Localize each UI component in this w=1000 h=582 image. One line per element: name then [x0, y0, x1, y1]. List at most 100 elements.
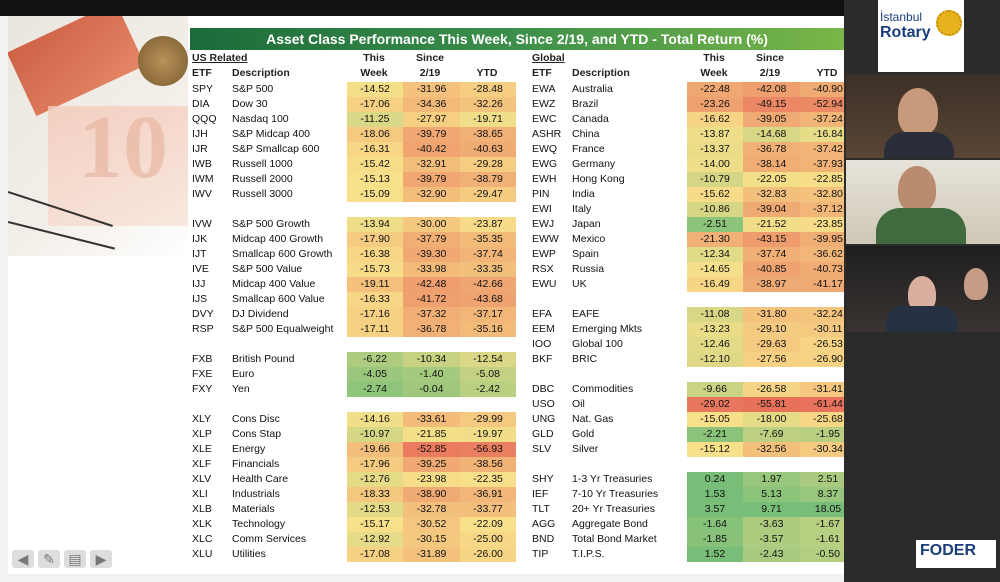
table-row: XLB Materials -12.53 -32.78 -33.77 [8, 502, 844, 517]
table-row: EWQ France -13.37 -36.78 -37.42 [8, 142, 844, 157]
column-header: ETF [192, 67, 212, 79]
etf-ticker: RSX [532, 263, 554, 275]
video-tile-2[interactable] [846, 160, 1000, 244]
etf-ticker: IJT [192, 248, 207, 260]
etf-ticker: RSP [192, 323, 214, 335]
etf-description: T.I.P.S. [572, 548, 605, 560]
this-week-value: -14.65 [687, 262, 743, 277]
this-week-value: -23.26 [687, 97, 743, 112]
table-row: DIA Dow 30 -17.06 -34.36 -32.26 [8, 97, 844, 112]
this-week-value: -15.12 [687, 442, 743, 457]
etf-ticker: BKF [532, 353, 553, 365]
since-2-19-value: -34.36 [403, 97, 460, 112]
this-week-value: -16.31 [347, 142, 403, 157]
this-week-value: -12.92 [347, 532, 403, 547]
rotary-wheel-icon [936, 10, 962, 36]
table-row: IEF 7-10 Yr Treasuries 1.53 5.13 8.37 [8, 487, 844, 502]
table-row: EWI Italy -10.86 -39.04 -37.12 [8, 202, 844, 217]
etf-ticker: EWW [532, 233, 559, 245]
table-row: IJT Smallcap 600 Growth -16.38 -39.30 -37.74 [8, 247, 844, 262]
etf-description: Russell 1000 [232, 158, 293, 170]
etf-description: Australia [572, 83, 613, 95]
this-week-value: -19.11 [347, 277, 403, 292]
etf-ticker: EWQ [532, 143, 558, 155]
since-2-19-value: -40.85 [743, 262, 800, 277]
table-row: BND Total Bond Market -1.85 -3.57 -1.61 [8, 532, 844, 547]
this-week-value: -21.30 [687, 232, 743, 247]
ytd-value: -32.80 [800, 187, 844, 202]
table-row: XLY Cons Disc -14.16 -33.61 -29.99 [8, 412, 844, 427]
ytd-value: -42.66 [460, 277, 516, 292]
etf-ticker: EWC [532, 113, 557, 125]
etf-description: Nasdaq 100 [232, 113, 289, 125]
participant-face [898, 88, 938, 136]
since-2-19-value: -29.10 [743, 322, 800, 337]
etf-description: BRIC [572, 353, 598, 365]
table-row: EWA Australia -22.48 -42.08 -40.90 [8, 82, 844, 97]
ytd-value: -31.41 [800, 382, 844, 397]
etf-description: India [572, 188, 595, 200]
table-row: EWU UK -16.49 -38.97 -41.17 [8, 277, 844, 292]
etf-description: 20+ Yr Treasuries [572, 503, 655, 515]
ytd-value: -5.08 [460, 367, 516, 382]
ytd-value: -26.00 [460, 547, 516, 562]
since-2-19-value: -22.05 [743, 172, 800, 187]
table-row: TLT 20+ Yr Treasuries 3.57 9.71 18.05 [8, 502, 844, 517]
etf-ticker: EWI [532, 203, 552, 215]
etf-description: Midcap 400 Growth [232, 233, 324, 245]
etf-description: Canada [572, 113, 609, 125]
etf-description: S&P 500 [232, 83, 274, 95]
table-row: IJH S&P Midcap 400 -18.06 -39.79 -38.65 [8, 127, 844, 142]
table-row: GLD Gold -2.21 -7.69 -1.95 [8, 427, 844, 442]
pen-icon[interactable]: ✎ [38, 550, 60, 568]
etf-ticker: DIA [192, 98, 210, 110]
this-week-value: -10.97 [347, 427, 403, 442]
rotary-logo: İstanbul Rotary [878, 0, 964, 72]
video-tile-1[interactable] [846, 74, 1000, 158]
this-week-value: -6.22 [347, 352, 403, 367]
etf-ticker: EWJ [532, 218, 555, 230]
etf-ticker: PIN [532, 188, 550, 200]
ytd-value: 8.37 [800, 487, 844, 502]
since-2-19-value: -0.04 [403, 382, 460, 397]
participant-body [886, 306, 958, 332]
since-2-19-value: -21.52 [743, 217, 800, 232]
etf-ticker: IJJ [192, 278, 206, 290]
ytd-value: -37.74 [460, 247, 516, 262]
etf-ticker: XLP [192, 428, 212, 440]
since-2-19-value: -37.79 [403, 232, 460, 247]
next-slide-icon[interactable]: ▶ [90, 550, 112, 568]
table-row: SPY S&P 500 -14.52 -31.96 -28.48 [8, 82, 844, 97]
table-row: TIP T.I.P.S. 1.52 -2.43 -0.50 [8, 547, 844, 562]
ytd-value: -32.26 [460, 97, 516, 112]
column-header: Since [755, 52, 784, 64]
since-2-19-value: -30.15 [403, 532, 460, 547]
etf-description: 1-3 Yr Treasuries [572, 473, 653, 485]
this-week-value: 1.53 [687, 487, 743, 502]
banknote-number: 10 [78, 98, 168, 197]
table-row: EFA EAFE -11.08 -31.80 -32.24 [8, 307, 844, 322]
ytd-value: -1.61 [800, 532, 844, 547]
etf-ticker: IWB [192, 158, 212, 170]
etf-ticker: FXY [192, 383, 213, 395]
participant-body [884, 132, 954, 158]
this-week-value: -1.85 [687, 532, 743, 547]
menu-icon[interactable]: ▤ [64, 550, 86, 568]
this-week-value: -16.38 [347, 247, 403, 262]
video-tile-3[interactable] [846, 246, 1000, 332]
etf-description: Smallcap 600 Growth [232, 248, 333, 260]
since-2-19-value: -7.69 [743, 427, 800, 442]
table-row: FXE Euro -4.05 -1.40 -5.08 [8, 367, 844, 382]
rotary-logo-line1: İstanbul [880, 10, 923, 24]
ytd-value: 18.05 [800, 502, 844, 517]
since-2-19-value: -43.15 [743, 232, 800, 247]
etf-ticker: XLB [192, 503, 212, 515]
etf-ticker: IWM [192, 173, 214, 185]
etf-description: 7-10 Yr Treasuries [572, 488, 659, 500]
etf-description: Health Care [232, 473, 289, 485]
ytd-value: -25.00 [460, 532, 516, 547]
this-week-value: -10.86 [687, 202, 743, 217]
prev-slide-icon[interactable]: ◀ [12, 550, 34, 568]
this-week-value: -12.34 [687, 247, 743, 262]
etf-description: S&P 500 Growth [232, 218, 311, 230]
